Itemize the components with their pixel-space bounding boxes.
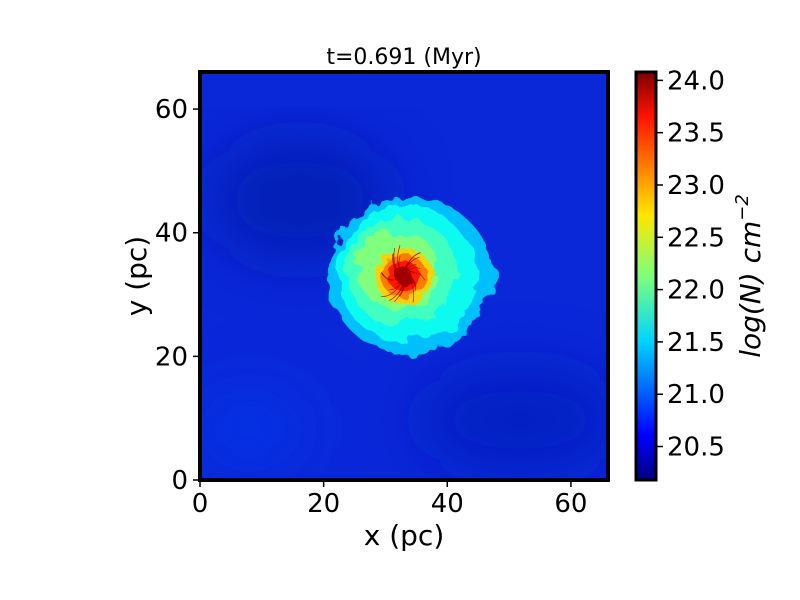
core-filament bbox=[398, 256, 402, 274]
colorbar-tick-label: 21.0 bbox=[667, 380, 725, 410]
colorbar-label-text: log(N) cm bbox=[734, 221, 767, 358]
y-tick-label: 0 bbox=[171, 466, 188, 496]
core-filament bbox=[404, 264, 417, 274]
x-tick-label: 60 bbox=[554, 489, 587, 519]
core-filament bbox=[393, 253, 401, 274]
y-axis-ticks: 0 20 40 60 bbox=[155, 95, 200, 496]
colorbar-tick-label: 22.5 bbox=[667, 223, 725, 253]
core-filament bbox=[407, 276, 417, 288]
core-filament bbox=[393, 248, 400, 273]
core-filament bbox=[381, 273, 401, 281]
x-tick-label: 40 bbox=[431, 489, 464, 519]
colorbar-gradient bbox=[634, 70, 658, 482]
colorbar-tick-label: 23.5 bbox=[667, 119, 725, 149]
core-filament bbox=[405, 267, 421, 274]
x-axis-ticks: 0 20 40 60 bbox=[192, 480, 587, 519]
heatmap bbox=[200, 72, 608, 480]
colorbar-tick-label: 21.5 bbox=[667, 328, 725, 358]
chart-title: t=0.691 (Myr) bbox=[326, 45, 481, 70]
core-filament bbox=[405, 271, 415, 275]
core-filament bbox=[407, 277, 417, 291]
colorbar-tick-label: 22.0 bbox=[667, 276, 725, 306]
colorbar: 20.5 21.0 21.5 22.0 22.5 23.0 23.5 24.0 log(N) … bbox=[634, 66, 767, 482]
colorbar-tick-label: 20.5 bbox=[667, 433, 725, 463]
core-filament bbox=[381, 281, 403, 297]
colorbar-label: log(N) cm−2 bbox=[732, 194, 767, 358]
y-axis-label: y (pc) bbox=[120, 236, 153, 317]
y-tick-label: 40 bbox=[155, 219, 188, 249]
colorbar-label-exponent: −2 bbox=[732, 194, 753, 221]
cloud-structure bbox=[328, 197, 493, 355]
core-filament bbox=[403, 261, 412, 274]
core-filament bbox=[399, 280, 406, 297]
colorbar-ticks: 20.5 21.0 21.5 22.0 22.5 23.0 23.5 24.0 bbox=[656, 66, 725, 463]
core-filament bbox=[407, 279, 415, 303]
core-filament bbox=[396, 277, 404, 285]
core-filament bbox=[388, 281, 405, 301]
cloud-core bbox=[374, 248, 434, 304]
y-tick-label: 60 bbox=[155, 95, 188, 125]
core-filament bbox=[394, 281, 406, 302]
colorbar-tick-label: 23.0 bbox=[667, 171, 725, 201]
core-filament bbox=[407, 272, 426, 281]
x-tick-label: 0 bbox=[192, 489, 209, 519]
core-filament bbox=[404, 256, 420, 272]
colorbar-tick-label: 24.0 bbox=[667, 66, 725, 96]
y-tick-label: 20 bbox=[155, 342, 188, 372]
x-tick-label: 20 bbox=[307, 489, 340, 519]
plot-frame bbox=[198, 70, 610, 482]
core-filament bbox=[389, 279, 404, 291]
core-filament bbox=[398, 279, 406, 294]
x-axis-label: x (pc) bbox=[364, 519, 445, 552]
